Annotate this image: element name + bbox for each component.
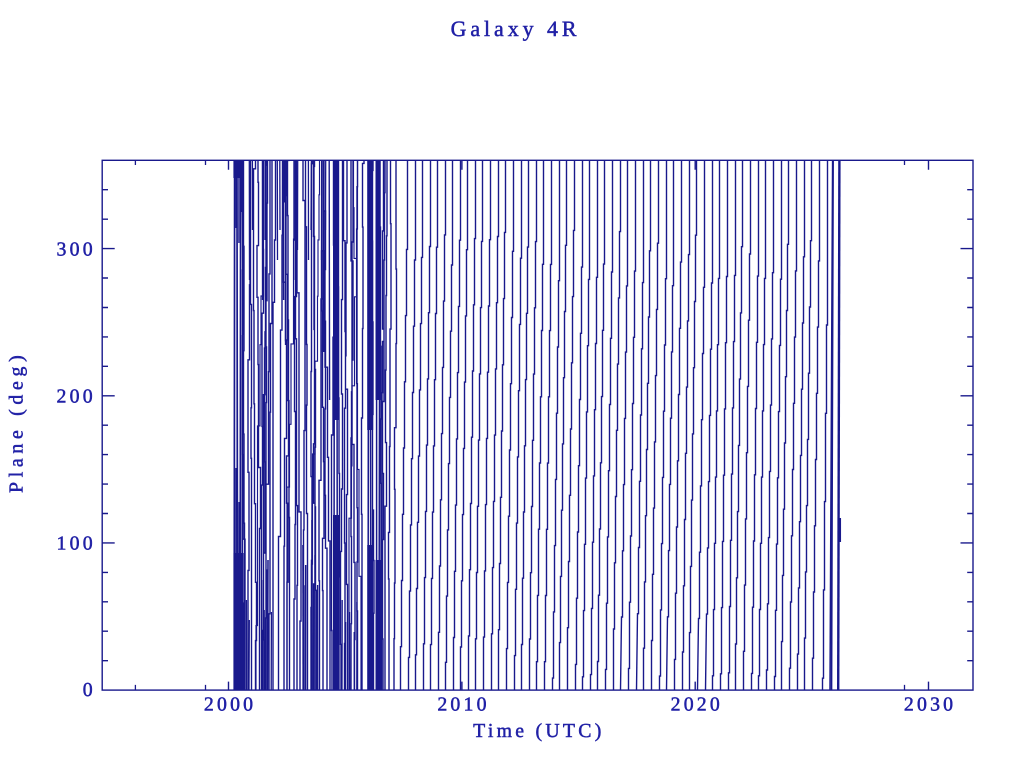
svg-text:Galaxy 4R: Galaxy 4R xyxy=(451,16,581,41)
svg-text:Plane (deg): Plane (deg) xyxy=(6,351,28,493)
svg-text:2010: 2010 xyxy=(437,694,489,716)
svg-text:0: 0 xyxy=(83,679,96,701)
svg-text:2020: 2020 xyxy=(671,694,723,716)
svg-text:2030: 2030 xyxy=(904,694,956,716)
svg-text:100: 100 xyxy=(57,533,96,555)
svg-text:200: 200 xyxy=(57,385,96,407)
svg-text:300: 300 xyxy=(57,238,96,260)
svg-text:2000: 2000 xyxy=(204,694,256,716)
svg-text:Time (UTC): Time (UTC) xyxy=(473,720,604,742)
